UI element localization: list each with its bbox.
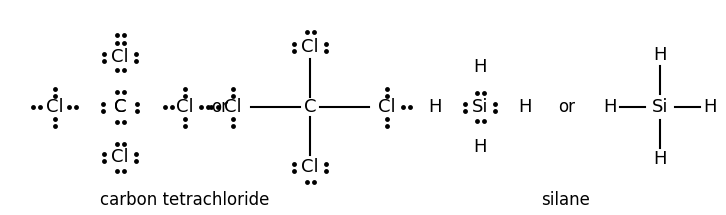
Text: Cl: Cl — [301, 158, 319, 176]
Text: C: C — [114, 98, 126, 116]
Text: or: or — [211, 98, 229, 116]
Text: silane: silane — [541, 191, 590, 209]
Text: Cl: Cl — [111, 148, 129, 166]
Text: or: or — [558, 98, 576, 116]
Text: H: H — [653, 150, 666, 168]
Text: Cl: Cl — [378, 98, 396, 116]
Text: H: H — [473, 138, 486, 156]
Text: H: H — [518, 98, 531, 116]
Text: Si: Si — [652, 98, 668, 116]
Text: H: H — [603, 98, 617, 116]
Text: C: C — [114, 98, 126, 116]
Text: Cl: Cl — [46, 98, 64, 116]
Text: H: H — [428, 98, 441, 116]
Text: Cl: Cl — [301, 38, 319, 56]
Text: carbon tetrachloride: carbon tetrachloride — [100, 191, 269, 209]
Text: H: H — [473, 58, 486, 76]
Text: Cl: Cl — [224, 98, 242, 116]
Text: C: C — [303, 98, 317, 116]
Text: H: H — [703, 98, 717, 116]
Text: Si: Si — [472, 98, 489, 116]
Text: Cl: Cl — [176, 98, 194, 116]
Text: H: H — [653, 46, 666, 64]
Text: Cl: Cl — [111, 48, 129, 66]
